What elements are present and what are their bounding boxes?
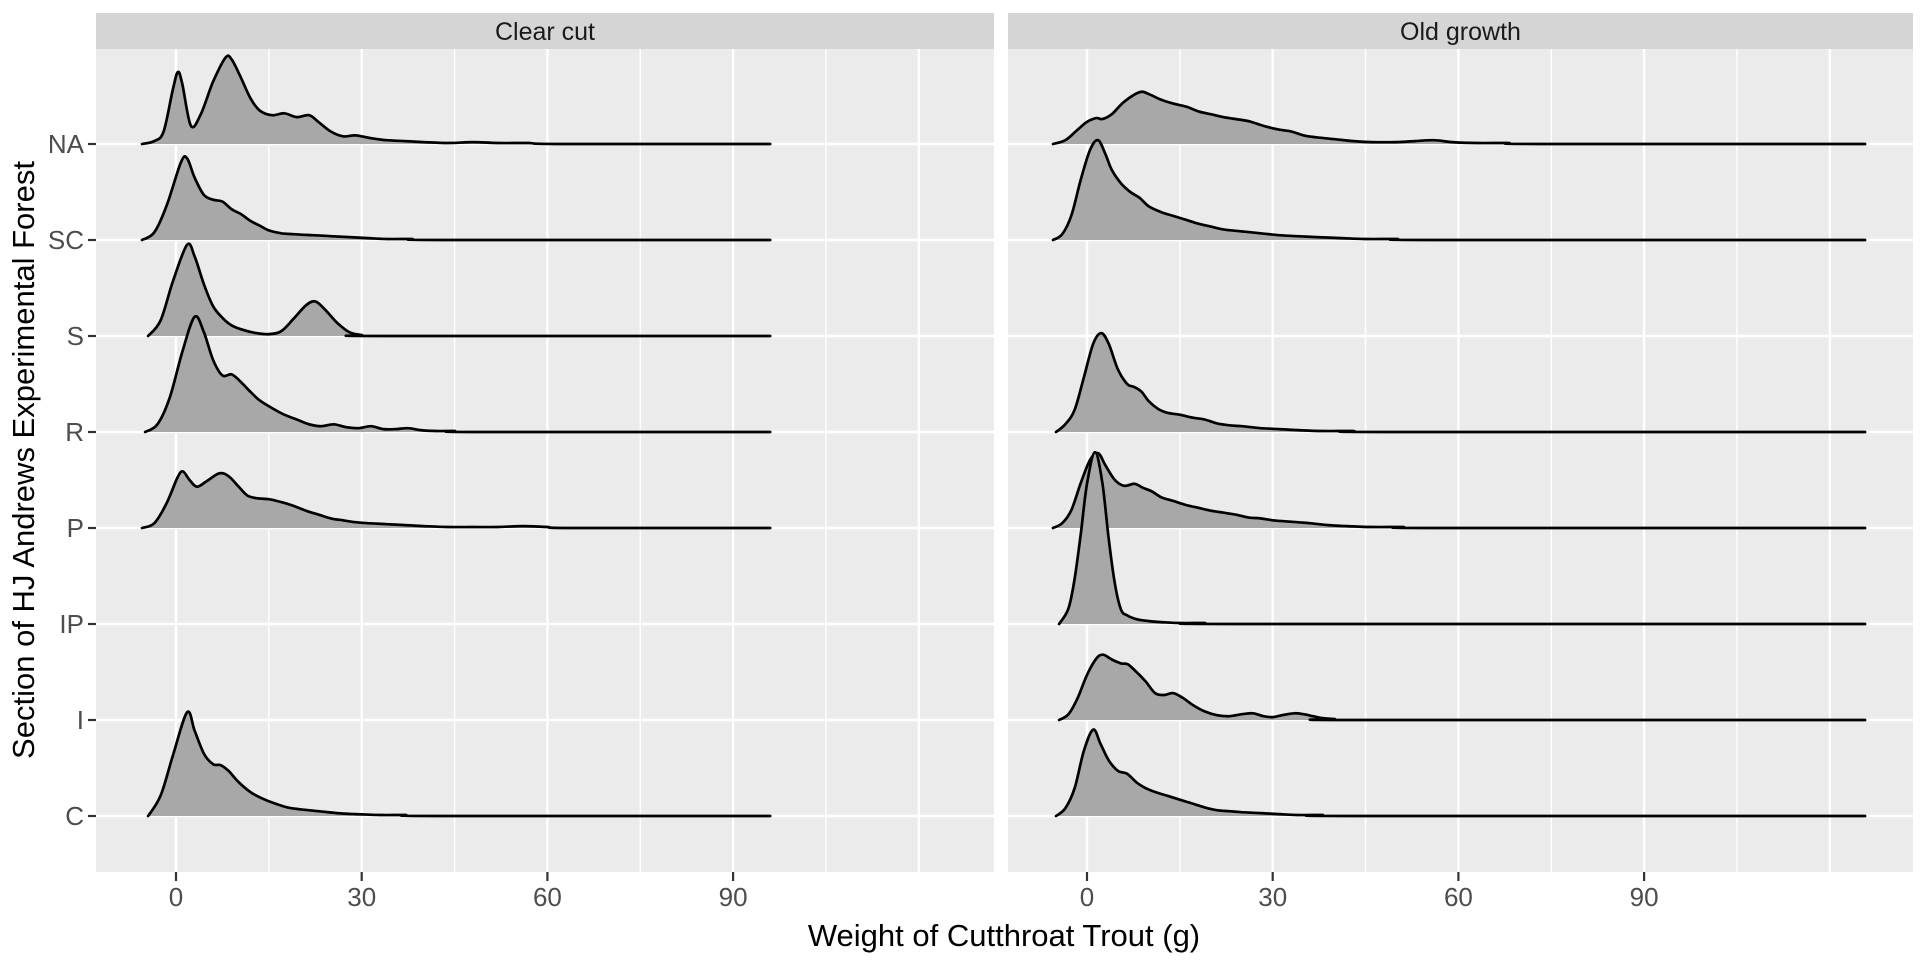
facet-strip (96, 13, 994, 49)
panel-background (1008, 49, 1913, 872)
x-axis-title: Weight of Cutthroat Trout (g) (808, 918, 1200, 953)
y-tick-label: P (67, 513, 84, 543)
y-tick-label: IP (59, 609, 84, 639)
ridge-clear-cut-R (143, 314, 772, 434)
ridge-clear-cut-P (140, 470, 772, 530)
ridge-old-growth-R (1054, 331, 1867, 434)
y-tick-label: C (65, 801, 84, 831)
x-tick-label: 0 (1080, 882, 1094, 912)
y-tick-label: SC (48, 225, 84, 255)
y-tick-label: S (67, 321, 84, 351)
y-tick-label: I (77, 705, 84, 735)
x-tick-label: 30 (347, 882, 376, 912)
y-tick-label: R (65, 417, 84, 447)
x-tick-label: 30 (1258, 882, 1287, 912)
ridge-clear-cut-C (146, 710, 772, 818)
ridges-group (140, 54, 772, 818)
ridge-old-growth-IP (1057, 450, 1867, 626)
x-tick-label: 0 (169, 882, 183, 912)
facet-strip-label: Clear cut (495, 18, 595, 46)
facet-strip-label: Old growth (1400, 18, 1521, 46)
ridge-clear-cut-SC (140, 155, 772, 242)
ridge-old-growth-I (1057, 653, 1867, 722)
y-axis-title: Section of HJ Andrews Experimental Fores… (6, 161, 41, 759)
ridges-group (1051, 90, 1867, 818)
panel-background (96, 49, 994, 872)
ridge-old-growth-SC (1051, 138, 1867, 242)
x-tick-label: 90 (719, 882, 748, 912)
ridge-clear-cut-S (146, 242, 772, 338)
x-tick-label: 60 (1444, 882, 1473, 912)
ridge-clear-cut-NA (140, 54, 772, 146)
x-tick-label: 90 (1630, 882, 1659, 912)
facet-strip (1008, 13, 1913, 49)
x-tick-label: 60 (533, 882, 562, 912)
ridge-old-growth-C (1054, 728, 1867, 818)
y-tick-label: NA (48, 129, 85, 159)
ridge-old-growth-NA (1051, 90, 1867, 146)
ridge-old-growth-P (1051, 451, 1867, 530)
